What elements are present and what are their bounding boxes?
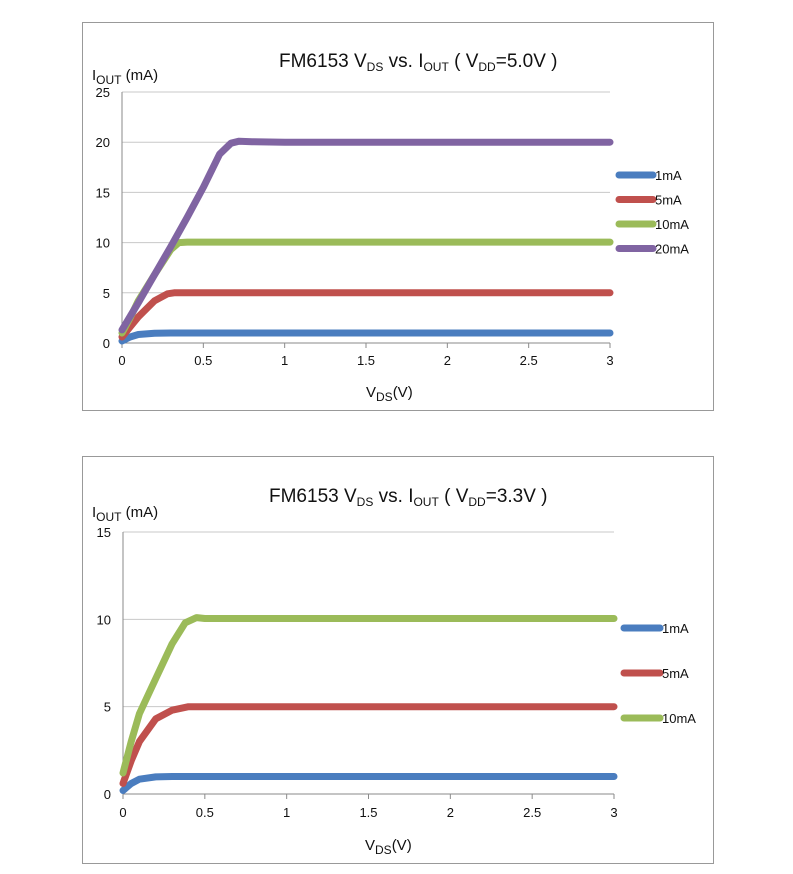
series-line-10mA (118, 238, 614, 337)
legend-label: 10mA (655, 217, 689, 232)
legend-label: 5mA (655, 193, 682, 208)
y-tick-label: 10 (97, 612, 111, 627)
x-tick-label: 2.5 (520, 353, 538, 368)
x-tick-label: 0.5 (196, 805, 214, 820)
chart-vdd-3v3: FM6153 VDS vs. IOUT ( VDD=3.3V ) IOUT (mA… (92, 486, 696, 857)
y-tick-label: 0 (104, 787, 111, 802)
y-tick-label: 20 (96, 135, 110, 150)
y-tick-label: 15 (96, 185, 110, 200)
x-tick-label: 3 (610, 805, 617, 820)
y-tick-label: 0 (103, 336, 110, 351)
chart-vdd-5v: FM6153 VDS vs. IOUT ( VDD=5.0V ) IOUT (mA… (92, 51, 689, 404)
y-axis-label: IOUT (mA) (92, 67, 158, 87)
legend-label: 1mA (662, 621, 689, 636)
legend-label: 1mA (655, 168, 682, 183)
y-tick-label: 25 (96, 85, 110, 100)
x-tick-label: 1.5 (359, 805, 377, 820)
x-tick-label: 2 (447, 805, 454, 820)
x-tick-label: 3 (606, 353, 613, 368)
series-line-1mA (119, 773, 618, 794)
chart-panel-vdd-3v3: FM6153 VDS vs. IOUT ( VDD=3.3V ) IOUT (mA… (82, 456, 714, 864)
series-line-1mA (118, 329, 614, 345)
x-axis-label: VDS(V) (365, 837, 412, 857)
x-tick-label: 2 (444, 353, 451, 368)
x-tick-label: 1 (283, 805, 290, 820)
chart-panel-vdd-5v: FM6153 VDS vs. IOUT ( VDD=5.0V ) IOUT (mA… (82, 22, 714, 411)
x-tick-label: 0 (118, 353, 125, 368)
series-line-5mA (119, 703, 618, 787)
x-tick-label: 1.5 (357, 353, 375, 368)
chart-title: FM6153 VDS vs. IOUT ( VDD=3.3V ) (269, 486, 548, 509)
x-axis-label: VDS(V) (366, 384, 413, 404)
x-tick-label: 0 (119, 805, 126, 820)
y-tick-label: 5 (104, 700, 111, 715)
series-line-10mA (119, 614, 618, 777)
x-tick-label: 1 (281, 353, 288, 368)
series-line-5mA (118, 289, 614, 341)
x-tick-label: 2.5 (523, 805, 541, 820)
y-tick-label: 10 (96, 236, 110, 251)
legend-label: 10mA (662, 711, 696, 726)
y-tick-label: 15 (97, 525, 111, 540)
series-line-20mA (118, 137, 614, 334)
chart-title: FM6153 VDS vs. IOUT ( VDD=5.0V ) (279, 51, 558, 74)
x-tick-label: 0.5 (194, 353, 212, 368)
legend-label: 20mA (655, 242, 689, 257)
y-axis-label: IOUT (mA) (92, 504, 158, 524)
y-tick-label: 5 (103, 286, 110, 301)
legend-label: 5mA (662, 666, 689, 681)
